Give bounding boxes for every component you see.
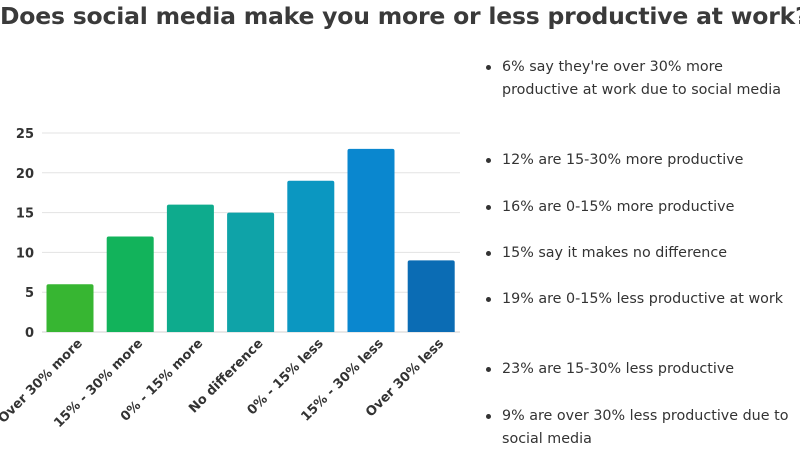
bullet-item: 23% are 15-30% less productive — [486, 358, 792, 381]
bullet-text: 12% are 15-30% more productive — [502, 152, 744, 168]
bullet-item: 15% say it makes no difference — [486, 242, 792, 265]
y-tick-label: 20 — [16, 167, 34, 182]
bullet-text: 19% are 0-15% less productive at work — [502, 291, 784, 307]
y-tick-label: 10 — [16, 246, 34, 261]
bullet-text: 9% are over 30% less productive due to s… — [502, 408, 789, 447]
bullet-text: 15% say it makes no difference — [502, 245, 728, 261]
y-tick-label: 25 — [16, 127, 34, 142]
chart-title: Does social media make you more or less … — [0, 2, 800, 30]
bar — [227, 212, 275, 332]
bullet-dot — [486, 414, 491, 419]
bullet-text: 23% are 15-30% less productive — [502, 361, 735, 377]
bullet-item: 12% are 15-30% more productive — [486, 149, 792, 172]
bar — [347, 148, 395, 332]
bullet-item: 19% are 0-15% less productive at work — [486, 288, 792, 311]
bullet-dot — [486, 367, 491, 372]
bullet-dot — [486, 205, 491, 210]
y-tick-label: 15 — [16, 207, 34, 222]
bar — [166, 204, 214, 332]
bullet-dot — [486, 158, 491, 163]
bullet-dot — [486, 297, 491, 302]
bullet-dot — [486, 65, 491, 70]
bar — [287, 180, 335, 332]
bullet-item: 16% are 0-15% more productive — [486, 196, 792, 219]
bar — [407, 260, 455, 332]
bullet-dot — [486, 251, 491, 256]
y-tick-label: 5 — [25, 286, 34, 301]
bullet-text: 6% say they're over 30% more productive … — [502, 59, 782, 98]
bullet-text: 16% are 0-15% more productive — [502, 199, 735, 215]
bullet-item: 9% are over 30% less productive due to s… — [486, 405, 792, 451]
bullet-item: 6% say they're over 30% more productive … — [486, 56, 792, 102]
bar — [46, 284, 94, 332]
bar — [106, 236, 154, 332]
y-tick-label: 0 — [25, 326, 34, 341]
